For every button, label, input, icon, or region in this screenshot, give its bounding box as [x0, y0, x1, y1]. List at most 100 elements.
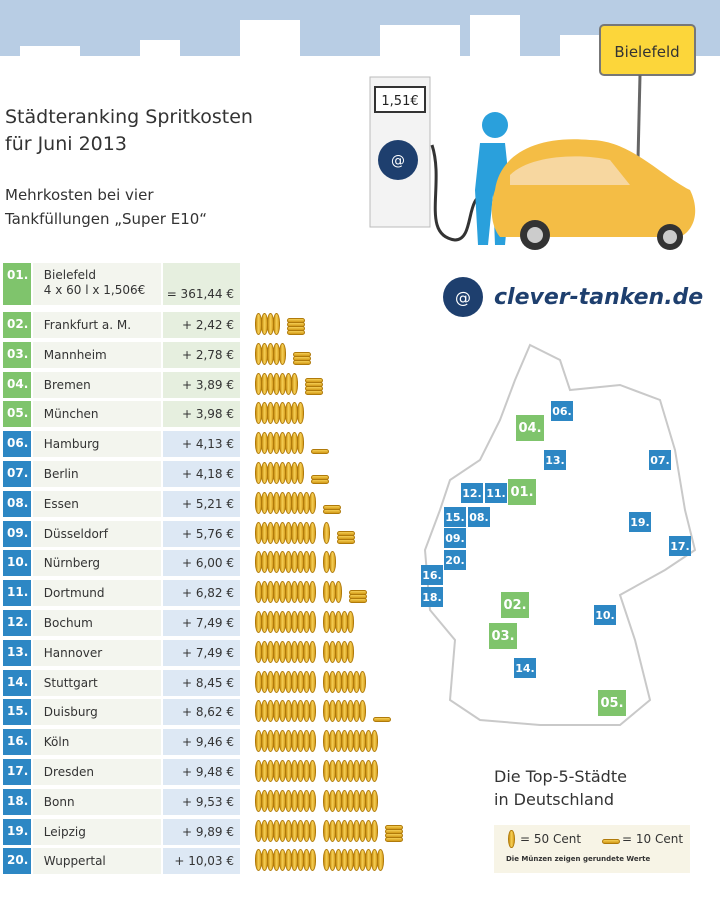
coin-50-cent	[309, 760, 316, 782]
map-marker: 06.	[551, 401, 573, 421]
coin-10-cent	[349, 590, 367, 596]
value: + 2,78 €	[162, 341, 240, 368]
logo-text: clever-tanken.de	[494, 284, 704, 310]
coin-50-cent	[297, 402, 304, 425]
map-marker: 19.	[629, 512, 651, 532]
coin-50-cent	[309, 730, 316, 753]
map-marker: 01.	[508, 479, 536, 505]
city: Köln	[32, 729, 161, 756]
value: + 6,00 €	[162, 550, 240, 577]
value: + 9,46 €	[162, 729, 240, 756]
coin-50-cent	[273, 313, 280, 335]
subtitle-line: Mehrkosten bei vier	[5, 186, 154, 204]
legend-upright: = 50 Cent	[520, 832, 582, 846]
coin-50-cent	[371, 760, 378, 782]
rank: 10.	[3, 550, 31, 577]
table-row: 07. Berlin + 4,18 €	[3, 461, 240, 487]
flat-coin-icon	[602, 839, 620, 844]
map-marker: 05.	[598, 690, 626, 716]
rank: 13.	[3, 639, 31, 666]
map-marker: 18.	[421, 587, 443, 607]
rank: 03.	[3, 341, 31, 368]
fuel-illustration: 1,51€ @ Bielefeld	[369, 24, 696, 250]
value: + 9,89 €	[162, 818, 240, 845]
city: Duisburg	[32, 699, 161, 726]
value: + 5,76 €	[162, 520, 240, 547]
map-title-line: Die Top-5-Städte	[494, 767, 627, 786]
table-row: 08. Essen + 5,21 €	[3, 490, 240, 517]
rank: 07.	[3, 461, 31, 487]
coin-50-cent	[291, 372, 298, 395]
city: Berlin	[32, 461, 161, 487]
map-title: Die Top-5-Städte in Deutschland	[494, 765, 627, 811]
map-marker: 20.	[444, 550, 466, 570]
map-marker: 14.	[514, 658, 536, 678]
coin-50-cent	[279, 342, 286, 365]
city: München	[32, 401, 161, 428]
coin-50-cent	[347, 640, 354, 663]
coin-50-cent	[309, 640, 316, 663]
coin-50-cent	[347, 611, 354, 633]
value: = 361,44 €	[162, 263, 240, 305]
title-line: Städteranking Spritkosten	[5, 106, 253, 128]
table-row: 12. Bochum + 7,49 €	[3, 610, 240, 636]
rank: 08.	[3, 490, 31, 517]
table-row: 10. Nürnberg + 6,00 €	[3, 550, 240, 577]
map-marker: 13.	[544, 450, 566, 470]
rank: 20.	[3, 848, 31, 875]
rank: 11.	[3, 580, 31, 607]
rank: 01.	[3, 263, 31, 305]
value: + 2,42 €	[162, 312, 240, 338]
svg-text:@: @	[391, 153, 405, 169]
coin-50-cent	[309, 551, 316, 574]
map-marker: 15.	[444, 507, 466, 527]
car	[491, 139, 696, 237]
table-row: 16. Köln + 9,46 €	[3, 729, 240, 756]
rank: 19.	[3, 818, 31, 845]
coin-50-cent	[309, 670, 316, 693]
table-row: 02. Frankfurt a. M. + 2,42 €	[3, 312, 240, 338]
rank: 09.	[3, 520, 31, 547]
coin-50-cent	[335, 581, 342, 604]
coin-50-cent	[309, 521, 316, 544]
rank: 14.	[3, 669, 31, 696]
rank: 12.	[3, 610, 31, 636]
page-title: Städteranking Spritkosten für Juni 2013	[5, 104, 253, 158]
map-marker: 16.	[421, 565, 443, 585]
logo-icon	[378, 140, 418, 180]
legend: = 50 Cent = 10 Cent Die Münzen zeigen ge…	[494, 825, 690, 873]
city-sign	[599, 24, 696, 76]
map-marker: 03.	[489, 623, 517, 649]
city: Hannover	[32, 639, 161, 666]
city: Essen	[32, 490, 161, 517]
map-marker: 07.	[649, 450, 671, 470]
city: Bremen	[32, 371, 161, 398]
germany-map: 06. 04. 13. 07. 12. 11. 01. 15. 08. 19. 17. 09. 20. 1…	[420, 340, 720, 744]
brand-logo[interactable]: @ clever-tanken.de	[442, 276, 703, 318]
city: Dortmund	[32, 580, 161, 607]
value: + 5,21 €	[162, 490, 240, 517]
rank: 15.	[3, 699, 31, 726]
coin-10-cent	[287, 318, 305, 323]
table-row: 06. Hamburg + 4,13 €	[3, 431, 240, 458]
coin-50-cent	[329, 551, 336, 574]
city: Hamburg	[32, 431, 161, 458]
coin-50-cent	[309, 581, 316, 604]
coin-50-cent	[371, 730, 378, 753]
table-row: 20. Wuppertal + 10,03 €	[3, 848, 240, 875]
value: + 8,45 €	[162, 669, 240, 696]
value: + 9,53 €	[162, 788, 240, 815]
city: Stuttgart	[32, 669, 161, 696]
city: Bochum	[32, 610, 161, 636]
value: + 7,49 €	[162, 639, 240, 666]
table-row: 11. Dortmund + 6,82 €	[3, 580, 240, 607]
rank: 06.	[3, 431, 31, 458]
coin-10-cent	[323, 504, 341, 510]
table-row-first: 01. Bielefeld 4 x 60 l x 1,506€ = 361,44 …	[3, 263, 240, 305]
coin-10-cent	[293, 351, 311, 357]
coin-10-cent	[311, 475, 329, 480]
value: + 3,89 €	[162, 371, 240, 398]
table-row: 05. München + 3,98 €	[3, 401, 240, 428]
subtitle: Mehrkosten bei vier Tankfüllungen „Super …	[5, 183, 207, 231]
city: Wuppertal	[32, 848, 161, 875]
